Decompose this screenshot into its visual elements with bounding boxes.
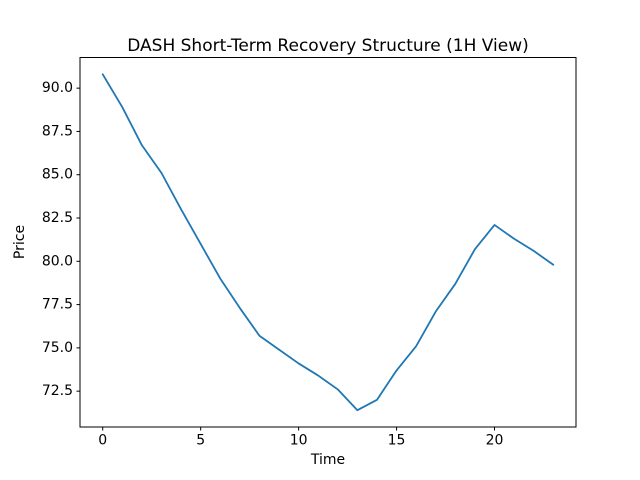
y-tick-label: 72.5 [42, 383, 73, 399]
x-tick-label: 20 [486, 433, 504, 449]
x-tick-label: 5 [196, 433, 205, 449]
x-tick-label: 15 [388, 433, 406, 449]
y-tick-label: 82.5 [42, 210, 73, 226]
y-tick-label: 90.0 [42, 80, 73, 96]
chart-title: DASH Short-Term Recovery Structure (1H V… [127, 36, 529, 56]
y-tick-label: 85.0 [42, 167, 73, 183]
y-axis-label: Price [12, 224, 28, 260]
series-line-price [101, 73, 555, 412]
x-tick-label: 10 [290, 433, 308, 449]
x-axis-label: Time [310, 452, 346, 468]
y-tick-label: 77.5 [42, 297, 73, 313]
y-tick-label: 75.0 [42, 340, 73, 356]
x-tick-label: 0 [98, 433, 107, 449]
y-tick-label: 80.0 [42, 253, 73, 269]
plot-border [79, 57, 577, 428]
y-tick-label: 87.5 [42, 123, 73, 139]
